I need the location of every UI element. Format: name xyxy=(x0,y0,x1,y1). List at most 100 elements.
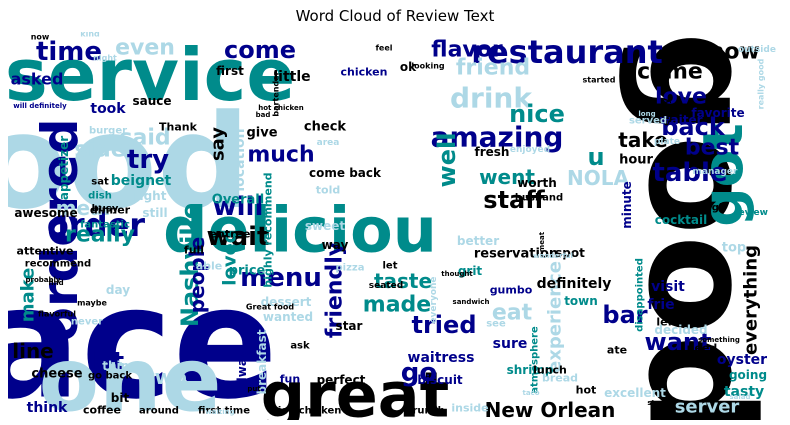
cloud-word-everything: everything xyxy=(741,245,762,355)
cloud-word-ate: ate xyxy=(607,344,627,357)
cloud-word-menu: menu xyxy=(240,263,322,293)
cloud-word-ask: ask xyxy=(290,341,310,352)
cloud-word-fresh: fresh xyxy=(475,145,510,159)
cloud-word-really-good: really good xyxy=(757,58,766,109)
cloud-word-better: better xyxy=(457,234,499,248)
cloud-word-bar: bar xyxy=(602,301,647,329)
cloud-word-first-time: first time xyxy=(198,406,250,417)
cloud-word-taco: taco xyxy=(522,389,539,397)
cloud-word-make: make xyxy=(18,268,39,323)
cloud-word-order: order xyxy=(47,206,145,244)
cloud-word-tasty: tasty xyxy=(724,384,764,400)
cloud-word-tried: tried xyxy=(412,311,477,339)
cloud-word-eat: eat xyxy=(492,301,533,326)
cloud-word-decided: decided xyxy=(654,323,707,337)
cloud-word-fantastic: fantastic xyxy=(80,220,130,231)
cloud-word-friendly: friendly xyxy=(323,242,348,338)
cloud-word-burger: burger xyxy=(89,126,127,137)
cloud-word-time: time xyxy=(36,37,102,67)
cloud-word-entree: entree xyxy=(210,228,251,241)
cloud-word-new-orlean: New Orlean xyxy=(485,398,616,420)
cloud-word-wanted: wanted xyxy=(263,310,313,324)
cloud-word-people: people xyxy=(185,237,209,313)
cloud-word-made: made xyxy=(363,293,431,318)
cloud-word-came: came xyxy=(637,60,703,85)
cloud-word-waiting: waiting xyxy=(205,408,234,416)
cloud-word-reservation: reservation xyxy=(474,247,558,262)
cloud-word-love: love xyxy=(655,85,707,110)
cloud-word-looking: looking xyxy=(411,62,444,71)
cloud-word-sure: sure xyxy=(493,336,528,352)
cloud-word-highly-recommend: highly recommend xyxy=(262,172,275,287)
cloud-word-go: go xyxy=(401,358,437,388)
cloud-word-flavor: flavor xyxy=(431,38,503,63)
cloud-word-star: star xyxy=(336,319,363,333)
cloud-word-way: way xyxy=(322,238,349,252)
cloud-word-pizza: pizza xyxy=(336,263,365,274)
cloud-word-outside: outside xyxy=(738,45,776,55)
cloud-word-left: left xyxy=(656,316,677,329)
chart-title: Word Cloud of Review Text xyxy=(295,7,495,25)
cloud-word-maybe: maybe xyxy=(77,299,107,308)
cloud-word-enjoy: enjoy xyxy=(662,98,672,126)
cloud-word-seated: seated xyxy=(369,281,403,291)
cloud-word-waitress: waitress xyxy=(408,350,475,366)
cloud-word-stop: stop xyxy=(647,399,664,407)
cloud-word-shrimp: shrimp xyxy=(507,363,554,377)
cloud-word-never: never xyxy=(71,317,103,328)
cloud-word-dinner: dinner xyxy=(90,204,131,217)
cloud-word-top: top xyxy=(722,241,746,256)
cloud-word-probably: probably xyxy=(26,276,61,284)
cloud-word-fried-chicken: fried chicken xyxy=(269,406,342,417)
cloud-word-drink: drink xyxy=(450,82,533,115)
cloud-word-dessert: dessert xyxy=(261,295,312,309)
cloud-word-feel: feel xyxy=(375,44,392,53)
cloud-word-atmosphere: atmosphere xyxy=(530,326,541,394)
cloud-word-will-definitely: will definitely xyxy=(13,102,67,110)
cloud-word-oyster: oyster xyxy=(717,352,767,368)
cloud-word-nola: NOLA xyxy=(567,166,629,190)
word-cloud-area: foodplace good service one deliciou great orde… xyxy=(8,32,783,420)
cloud-word-well: well xyxy=(433,133,461,188)
cloud-word-line: line xyxy=(12,339,54,363)
cloud-word-amazing: amazing xyxy=(431,121,564,154)
cloud-word-price: price xyxy=(229,264,266,279)
cloud-word-now: now xyxy=(31,33,50,42)
cloud-word-side: side xyxy=(74,138,125,163)
cloud-word-think: think xyxy=(27,400,68,416)
cloud-word-hour: hour xyxy=(619,153,653,168)
cloud-word-let: let xyxy=(383,261,398,272)
cloud-word-nashville: Nashville xyxy=(176,203,204,327)
cloud-word-inside: inside xyxy=(451,402,488,415)
cloud-word-overall: Overall xyxy=(212,193,264,208)
cloud-word-say: say xyxy=(208,127,229,161)
cloud-word-kind: kind xyxy=(80,32,100,39)
cloud-word-coffee: coffee xyxy=(83,404,121,417)
cloud-word-started: started xyxy=(583,76,616,85)
cloud-word-beignet: beignet xyxy=(111,173,172,189)
cloud-word-took: took xyxy=(90,101,126,117)
cloud-word-grit: grit xyxy=(458,264,483,278)
cloud-word-served: served xyxy=(629,116,667,127)
cloud-word-definitely: definitely xyxy=(537,276,612,292)
cloud-word-frie: frie xyxy=(647,297,674,313)
cloud-word-will: will xyxy=(213,192,264,222)
cloud-word-try: try xyxy=(127,145,169,175)
cloud-word-brunch: brunch xyxy=(405,406,444,417)
cloud-word-know: know xyxy=(694,40,760,65)
cloud-word-around: around xyxy=(139,406,179,417)
cloud-word-bad: bad xyxy=(256,111,271,119)
cloud-word-minute: minute xyxy=(620,181,634,229)
cloud-word-able: able xyxy=(196,260,223,273)
cloud-word-enjoyed: enjoyed xyxy=(510,145,550,155)
cloud-word-nice: nice xyxy=(509,100,565,128)
cloud-word-fun: fun xyxy=(280,373,300,386)
cloud-word-staff: staff xyxy=(483,186,545,214)
cloud-word-perfect: perfect xyxy=(317,373,366,387)
cloud-word-experience: experience xyxy=(545,261,566,373)
cloud-word-salad: salad xyxy=(729,393,750,401)
cloud-word-check: check xyxy=(304,120,346,135)
word-cloud-svg: foodplace good service one deliciou great orde… xyxy=(8,32,783,420)
cloud-word-said: said xyxy=(119,126,170,151)
cloud-word-much: much xyxy=(247,143,314,168)
